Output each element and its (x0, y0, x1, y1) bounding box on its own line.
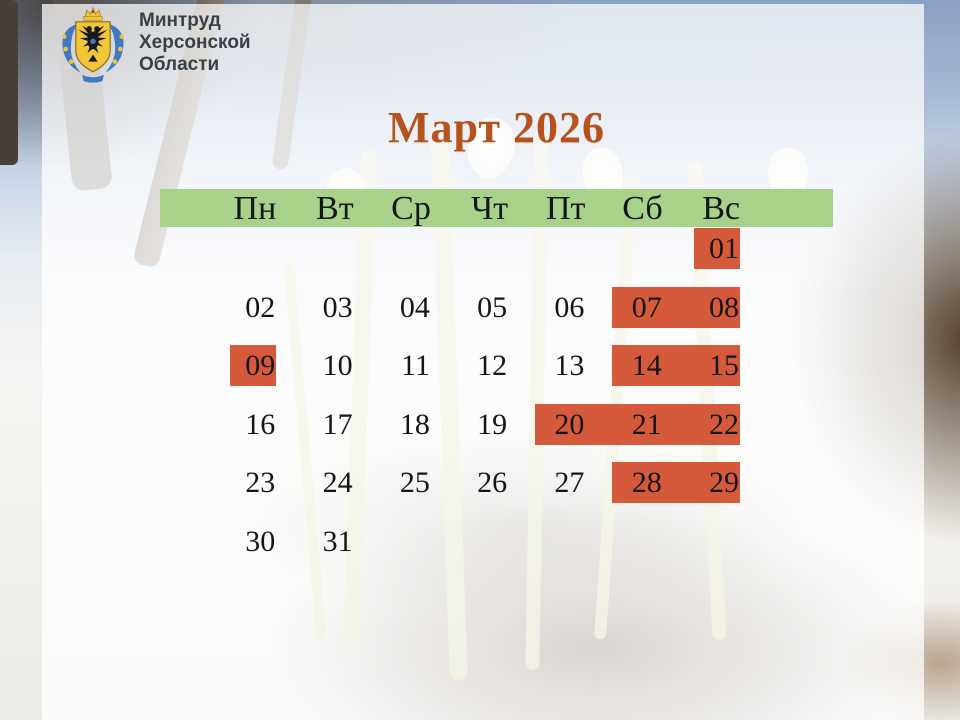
day-18: 18 (399, 407, 430, 441)
coat-of-arms-icon (61, 6, 125, 83)
white-overlay-panel (42, 4, 924, 720)
weekday-label: Ср (391, 190, 431, 227)
day-28: 28 (631, 466, 662, 499)
day-14: 14 (631, 349, 662, 382)
day-12: 12 (477, 349, 508, 382)
day-30: 30 (245, 524, 276, 558)
day-21: 21 (631, 407, 662, 441)
calendar-grid: 01 02 03 04 05 06 07 08 09 10 11 12 13 14 15 16 17 18 19 20… (200, 227, 741, 579)
day-23: 23 (245, 466, 276, 499)
day-11: 11 (400, 349, 430, 382)
weekday-header-row: Пн Вт Ср Чт Пт Сб Вс (200, 189, 741, 227)
day-09: 09 (245, 349, 276, 382)
day-19: 19 (477, 407, 508, 441)
month-title: Март 2026 (387, 103, 606, 152)
holiday-highlight (612, 286, 740, 328)
day-05: 05 (477, 290, 508, 324)
holiday-highlight (612, 462, 740, 503)
weekday-label: Пт (546, 190, 586, 227)
day-27: 27 (554, 466, 585, 499)
day-10: 10 (322, 349, 353, 382)
day-03: 03 (322, 290, 353, 324)
holiday-highlight (535, 403, 740, 445)
day-16: 16 (245, 407, 276, 441)
day-15: 15 (708, 349, 739, 382)
day-31: 31 (322, 524, 353, 558)
weekday-label: Пн (233, 190, 277, 227)
holiday-highlight (612, 345, 740, 386)
org-name: Минтруд Херсонской Области (139, 10, 251, 76)
day-07: 07 (631, 290, 662, 324)
day-29: 29 (708, 466, 739, 499)
day-20: 20 (554, 407, 585, 441)
weekday-label: Чт (471, 190, 509, 227)
org-name-line: Области (139, 54, 220, 75)
tree-trunk (0, 0, 18, 165)
day-24: 24 (322, 466, 353, 499)
holiday-highlight (230, 345, 277, 386)
weekday-label: Вс (702, 190, 740, 227)
holiday-highlight (694, 228, 740, 269)
day-17: 17 (322, 407, 353, 441)
weekday-label: Сб (622, 190, 663, 227)
weekday-label: Вт (316, 190, 354, 227)
day-06: 06 (554, 290, 585, 324)
day-08: 08 (708, 290, 739, 324)
day-25: 25 (399, 466, 430, 499)
day-02: 02 (245, 290, 276, 324)
day-01: 01 (708, 232, 739, 265)
day-04: 04 (399, 290, 430, 324)
org-name-line: Минтруд (139, 10, 221, 31)
day-13: 13 (554, 349, 585, 382)
org-name-line: Херсонской (139, 32, 251, 53)
day-22: 22 (708, 407, 739, 441)
weekday-header-bar: Пн Вт Ср Чт Пт Сб Вс (160, 189, 833, 227)
day-26: 26 (477, 466, 508, 499)
